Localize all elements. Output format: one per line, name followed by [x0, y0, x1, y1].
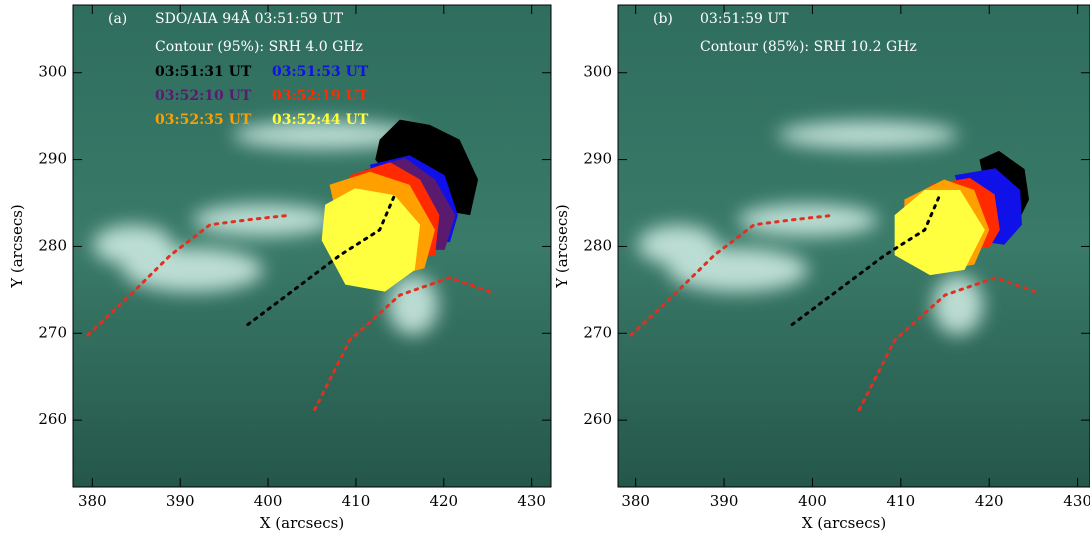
- panel-subtitle: Contour (95%): SRH 4.0 GHz: [155, 39, 363, 55]
- x-tick-label: 430: [517, 492, 546, 510]
- panel-subtitle: Contour (85%): SRH 10.2 GHz: [700, 39, 917, 55]
- y-axis-label: Y (arcsecs): [553, 204, 571, 289]
- legend-entry: 03:52:44 UT: [272, 112, 369, 128]
- y-tick-label: 280: [38, 236, 67, 254]
- panel-label: (a): [108, 11, 127, 27]
- y-tick-label: 270: [38, 323, 67, 341]
- legend-entry: 03:52:35 UT: [155, 112, 252, 128]
- x-tick-label: 390: [710, 492, 739, 510]
- y-tick-label: 290: [38, 150, 67, 168]
- x-tick-label: 380: [78, 492, 107, 510]
- panel-label: (b): [653, 11, 673, 27]
- dotted-loop: [790, 193, 942, 327]
- x-tick-label: 430: [1063, 492, 1090, 510]
- x-tick-label: 420: [429, 492, 458, 510]
- dotted-loop: [86, 213, 292, 337]
- y-tick-label: 260: [38, 410, 67, 428]
- bright-loop: [933, 275, 983, 335]
- panel: [618, 5, 1090, 487]
- y-tick-label: 300: [38, 63, 67, 81]
- panel-title: SDO/AIA 94Å 03:51:59 UT: [155, 9, 344, 27]
- y-tick-label: 260: [583, 410, 612, 428]
- legend-entry: 03:51:31 UT: [155, 64, 252, 80]
- contour: [321, 188, 421, 292]
- legend-entry: 03:52:10 UT: [155, 88, 252, 104]
- x-tick-label: 400: [254, 492, 283, 510]
- panel: [73, 5, 551, 487]
- x-tick-label: 390: [166, 492, 195, 510]
- y-tick-label: 270: [583, 323, 612, 341]
- x-tick-label: 400: [798, 492, 827, 510]
- bright-loop: [193, 204, 333, 236]
- y-tick-label: 290: [583, 150, 612, 168]
- y-tick-label: 300: [583, 63, 612, 81]
- dotted-loop: [313, 276, 491, 412]
- bright-loop: [93, 225, 173, 265]
- bright-loop: [778, 121, 958, 149]
- y-tick-label: 280: [583, 236, 612, 254]
- bright-loop: [638, 225, 718, 265]
- legend-entry: 03:51:53 UT: [272, 64, 369, 80]
- y-axis-label: Y (arcsecs): [8, 204, 26, 289]
- contour: [894, 189, 985, 276]
- emission: [638, 121, 983, 335]
- x-tick-label: 410: [887, 492, 916, 510]
- x-tick-label: 380: [621, 492, 650, 510]
- x-axis-label: X (arcsecs): [802, 514, 886, 532]
- dotted-loop: [857, 276, 1037, 412]
- x-tick-label: 420: [975, 492, 1004, 510]
- emission: [93, 121, 438, 335]
- bright-loop: [388, 275, 438, 335]
- legend-entry: 03:52:19 UT: [272, 88, 369, 104]
- x-axis-label: X (arcsecs): [260, 514, 344, 532]
- bright-loop: [738, 204, 878, 236]
- dotted-loop: [246, 193, 397, 327]
- dotted-loop: [629, 213, 837, 337]
- x-tick-label: 410: [342, 492, 371, 510]
- panel-title: 03:51:59 UT: [700, 11, 789, 27]
- bright-loop: [233, 121, 413, 149]
